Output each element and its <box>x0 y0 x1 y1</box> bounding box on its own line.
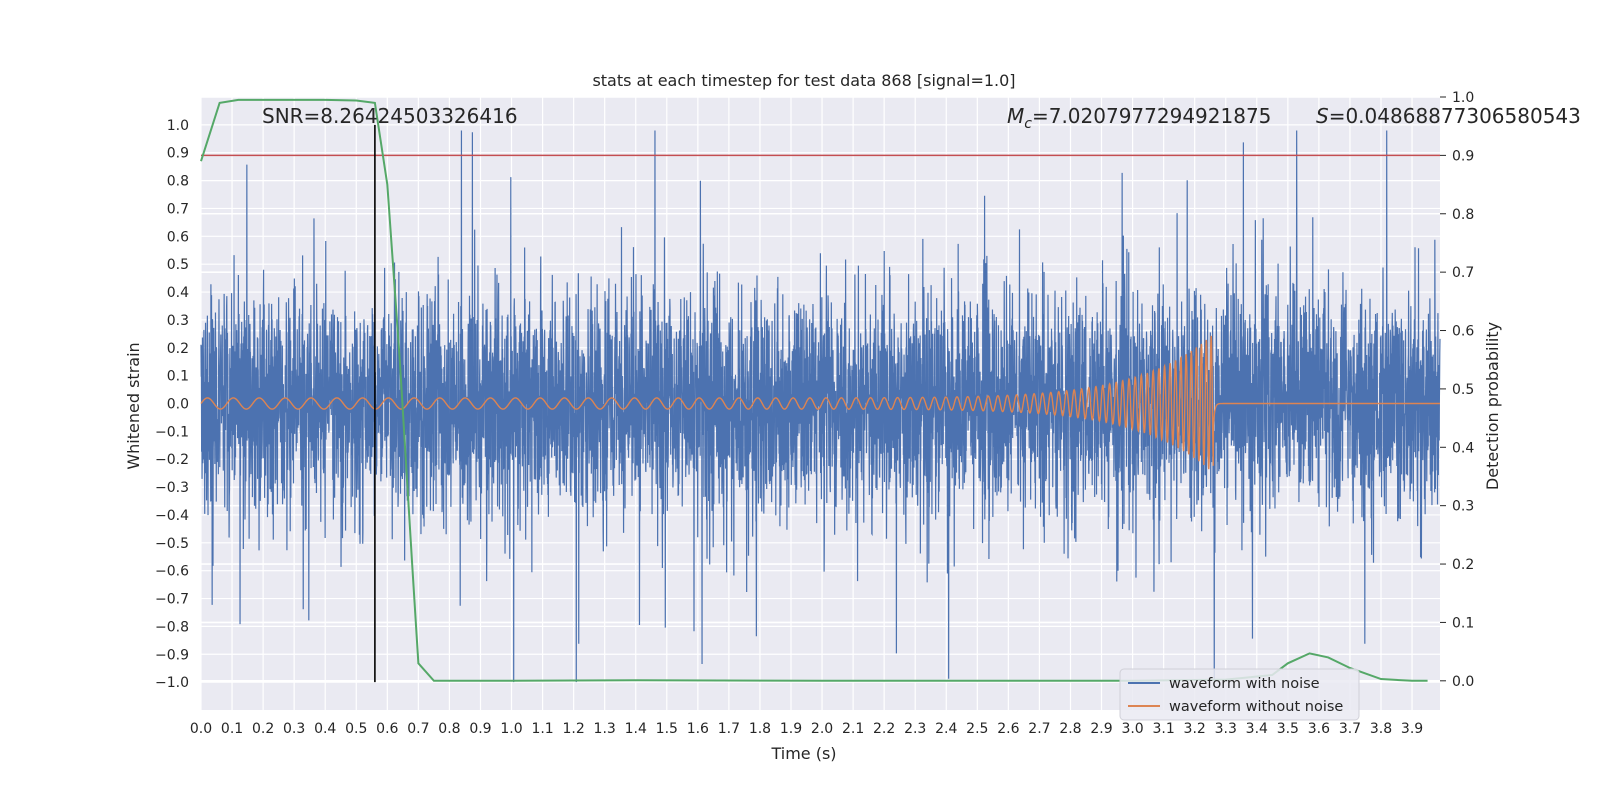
s-symbol: S <box>1316 104 1329 128</box>
left-y-ticks: 1.0 0.9 0.8 0.7 0.6 0.5 0.4 0.3 0.2 0.1 0.0 −0.1 −0.… <box>155 118 189 691</box>
x-tick-label: 3.7 <box>1339 721 1361 737</box>
x-tick-label: 0.0 <box>190 721 212 737</box>
legend-box <box>1119 668 1360 721</box>
x-tick-label: 3.3 <box>1215 721 1237 737</box>
y-tick-label: −0.4 <box>155 508 189 524</box>
y-tick-label: −0.8 <box>155 619 189 635</box>
x-tick-label: 2.7 <box>1028 721 1050 737</box>
y2-tick-label: 0.5 <box>1452 382 1474 398</box>
x-tick-label: 0.8 <box>438 721 460 737</box>
y-tick-label: 0.8 <box>167 174 189 190</box>
y-tick-label: −0.6 <box>155 564 189 580</box>
x-tick-label: 2.6 <box>997 721 1019 737</box>
legend-label-noise: waveform with noise <box>1169 676 1320 692</box>
x-tick-label: 2.9 <box>1090 721 1112 737</box>
y-tick-label: −0.3 <box>155 480 189 496</box>
x-tick-label: 1.0 <box>500 721 522 737</box>
x-tick-label: 1.4 <box>625 721 647 737</box>
x-tick-label: 3.2 <box>1184 721 1206 737</box>
x-tick-label: 2.8 <box>1059 721 1081 737</box>
x-axis-label: Time (s) <box>770 744 836 763</box>
x-tick-label: 2.3 <box>904 721 926 737</box>
noise-waveform-line <box>200 130 1441 683</box>
x-tick-label: 0.9 <box>469 721 491 737</box>
y-tick-label: 0.2 <box>167 341 189 357</box>
noise-waveform-path <box>200 130 1441 683</box>
y-tick-label: −0.1 <box>155 424 189 440</box>
x-tick-label: 0.3 <box>283 721 305 737</box>
y2-axis-label: Detection probability <box>1483 322 1502 490</box>
x-tick-label: 2.2 <box>873 721 895 737</box>
x-tick-label: 1.1 <box>531 721 553 737</box>
y-tick-label: 0.5 <box>167 257 189 273</box>
chirp-mass-value: =7.0207977294921875 <box>1032 104 1271 128</box>
x-tick-label: 0.2 <box>252 721 274 737</box>
x-tick-label: 1.2 <box>562 721 584 737</box>
x-tick-label: 1.7 <box>718 721 740 737</box>
legend-label-clean: waveform without noise <box>1169 699 1343 715</box>
snr-annotation: SNR=8.26424503326416 <box>262 104 518 128</box>
x-tick-label: 0.4 <box>314 721 336 737</box>
y-tick-label: 0.6 <box>167 229 189 245</box>
clean-waveform-path <box>200 335 1440 470</box>
chirp-mass-annotation: Mc=7.0207977294921875 <box>1007 104 1271 132</box>
y-tick-label: 0.1 <box>167 369 189 385</box>
y-tick-label: 0.7 <box>167 201 189 217</box>
y-tick-label: 0.4 <box>167 285 189 301</box>
y2-tick-label: 0.7 <box>1452 265 1474 281</box>
x-tick-label: 3.4 <box>1246 721 1268 737</box>
y2-tick-label: 0.4 <box>1452 440 1474 456</box>
y-tick-label: −1.0 <box>155 675 189 691</box>
y2-tick-label: 0.9 <box>1452 148 1474 164</box>
y-tick-label: −0.9 <box>155 647 189 663</box>
y2-tick-label: 0.6 <box>1452 324 1474 340</box>
x-tick-label: 2.0 <box>811 721 833 737</box>
y-tick-label: −0.2 <box>155 452 189 468</box>
x-tick-label: 1.9 <box>780 721 802 737</box>
x-tick-label: 2.5 <box>966 721 988 737</box>
x-ticks: 0.0 0.1 0.2 0.3 0.4 0.5 0.6 0.7 0.8 0.9 1.0 1.1 1.2 1… <box>190 721 1423 737</box>
x-tick-label: 3.9 <box>1401 721 1423 737</box>
x-tick-label: 0.6 <box>376 721 398 737</box>
y-tick-label: 0.0 <box>167 397 189 413</box>
x-tick-label: 3.5 <box>1277 721 1299 737</box>
x-tick-label: 1.5 <box>656 721 678 737</box>
y2-tick-label: 0.2 <box>1452 557 1474 573</box>
y-tick-label: 0.9 <box>167 146 189 162</box>
s-value: =0.04868877306580543 <box>1329 104 1581 128</box>
x-tick-label: 3.6 <box>1308 721 1330 737</box>
x-tick-label: 1.8 <box>749 721 771 737</box>
chirp-mass-symbol: M <box>1007 104 1024 128</box>
y2-tick-label: 0.8 <box>1452 207 1474 223</box>
y2-tick-label: 0.1 <box>1452 615 1474 631</box>
y-tick-label: −0.5 <box>155 536 189 552</box>
y-tick-label: −0.7 <box>155 592 189 608</box>
y-tick-label: 1.0 <box>167 118 189 134</box>
y-axis-label: Whitened strain <box>124 342 143 469</box>
legend: waveform with noise waveform without noi… <box>1119 668 1360 721</box>
detection-probability-line <box>200 98 1428 682</box>
x-tick-label: 1.6 <box>687 721 709 737</box>
x-tick-label: 3.8 <box>1370 721 1392 737</box>
overlay-lines <box>200 98 1440 683</box>
y-tick-label: 0.3 <box>167 313 189 329</box>
y2-tick-label: 0.0 <box>1452 674 1474 690</box>
y2-tick-label: 0.3 <box>1452 499 1474 515</box>
x-tick-label: 3.1 <box>1152 721 1174 737</box>
x-tick-label: 0.7 <box>407 721 429 737</box>
chart-title: stats at each timestep for test data 868… <box>592 71 1015 90</box>
x-tick-label: 0.1 <box>221 721 243 737</box>
x-tick-label: 0.5 <box>345 721 367 737</box>
x-tick-label: 2.1 <box>842 721 864 737</box>
x-tick-label: 1.3 <box>594 721 616 737</box>
right-y-ticks: 1.0 0.9 0.8 0.7 0.6 0.5 0.4 0.3 0.2 0.1 0.0 <box>1440 90 1474 690</box>
clean-waveform-line <box>200 335 1440 470</box>
chirp-mass-subscript: c <box>1024 116 1032 132</box>
x-tick-label: 2.4 <box>935 721 957 737</box>
x-tick-label: 3.0 <box>1121 721 1143 737</box>
s-annotation: S=0.04868877306580543 <box>1316 104 1581 128</box>
y2-tick-label: 1.0 <box>1452 90 1474 106</box>
